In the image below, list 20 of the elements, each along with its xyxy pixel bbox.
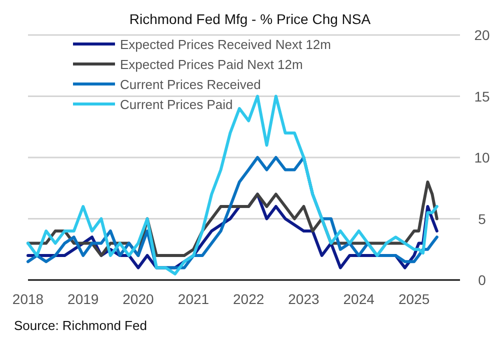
x-tick-label: 2018 (12, 291, 44, 307)
chart-title: Richmond Fed Mfg - % Price Chg NSA (129, 11, 372, 27)
y-tick-label: 0 (478, 272, 486, 288)
legend-label: Expected Prices Received Next 12m (120, 37, 331, 52)
legend-label: Expected Prices Paid Next 12m (120, 57, 303, 72)
x-tick-label: 2019 (68, 291, 99, 307)
y-tick-label: 10 (474, 150, 490, 166)
legend-label: Current Prices Paid (120, 97, 233, 112)
y-tick-label: 15 (474, 88, 490, 104)
x-tick-label: 2021 (178, 291, 210, 307)
line-series (26, 94, 438, 276)
y-tick-label: 5 (478, 210, 486, 227)
x-tick-label: 2022 (233, 291, 264, 307)
x-tick-label: 2025 (398, 291, 430, 307)
x-tick-label: 2024 (343, 291, 375, 307)
legend-label: Current Prices Received (120, 77, 261, 92)
x-tick-label: 2020 (122, 291, 154, 307)
source-note: Source: Richmond Fed (14, 318, 147, 333)
y-tick-label: 20 (474, 27, 490, 43)
x-tick-label: 2023 (288, 291, 320, 307)
